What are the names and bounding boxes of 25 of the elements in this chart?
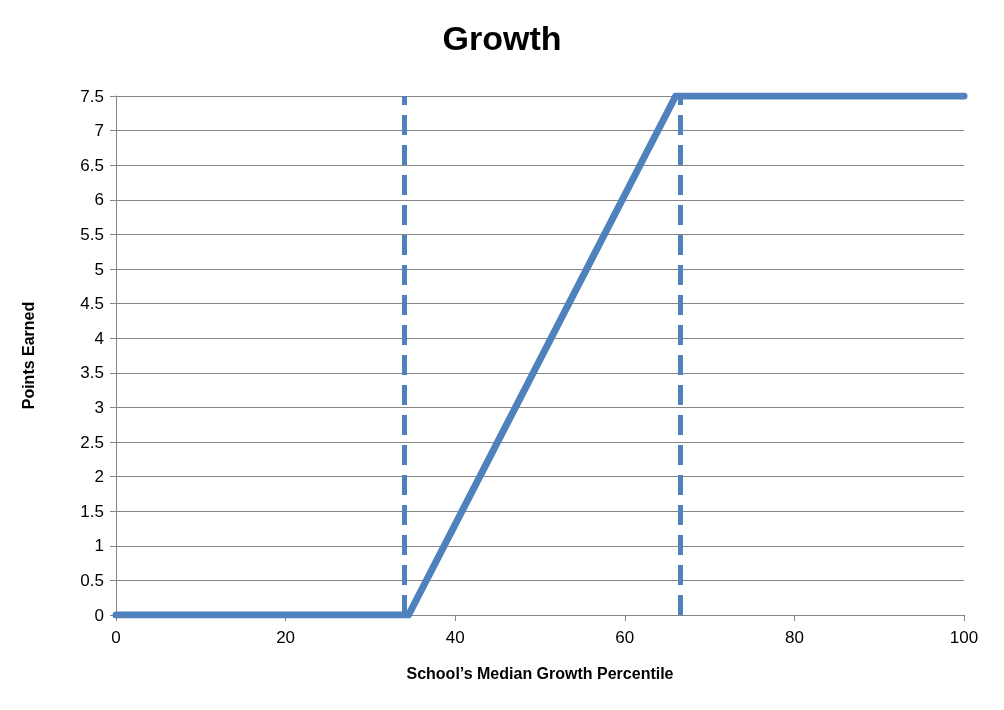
x-axis-title: School’s Median Growth Percentile xyxy=(406,664,674,682)
y-tick-label: 1.5 xyxy=(80,501,104,521)
y-tick-label: 6 xyxy=(94,190,104,210)
y-tick-label: 5 xyxy=(94,259,104,279)
chart-title: Growth xyxy=(442,19,562,57)
y-tick-label: 3.5 xyxy=(80,363,104,383)
x-tick-label: 40 xyxy=(445,628,465,647)
y-axis-title: Points Earned xyxy=(19,301,37,410)
x-tick-label: 100 xyxy=(949,628,979,647)
y-tick-label: 1 xyxy=(94,536,104,556)
y-tick-label: 7 xyxy=(94,121,104,141)
y-tick-label: 4.5 xyxy=(80,294,104,314)
y-tick-label: 0.5 xyxy=(80,570,104,590)
y-tick-label: 6.5 xyxy=(80,155,104,175)
y-tick-label: 7.5 xyxy=(80,86,104,106)
x-tick-label: 20 xyxy=(276,628,296,647)
x-tick-label: 60 xyxy=(615,628,635,647)
y-tick-label: 3 xyxy=(94,397,104,417)
y-tick-label: 4 xyxy=(94,328,104,348)
x-tick-label: 80 xyxy=(784,628,804,647)
y-tick-label: 0 xyxy=(94,605,104,625)
x-tick-label: 0 xyxy=(111,628,121,647)
y-tick-label: 5.5 xyxy=(80,224,104,244)
y-tick-label: 2.5 xyxy=(80,432,104,452)
y-tick-label: 2 xyxy=(94,467,104,487)
